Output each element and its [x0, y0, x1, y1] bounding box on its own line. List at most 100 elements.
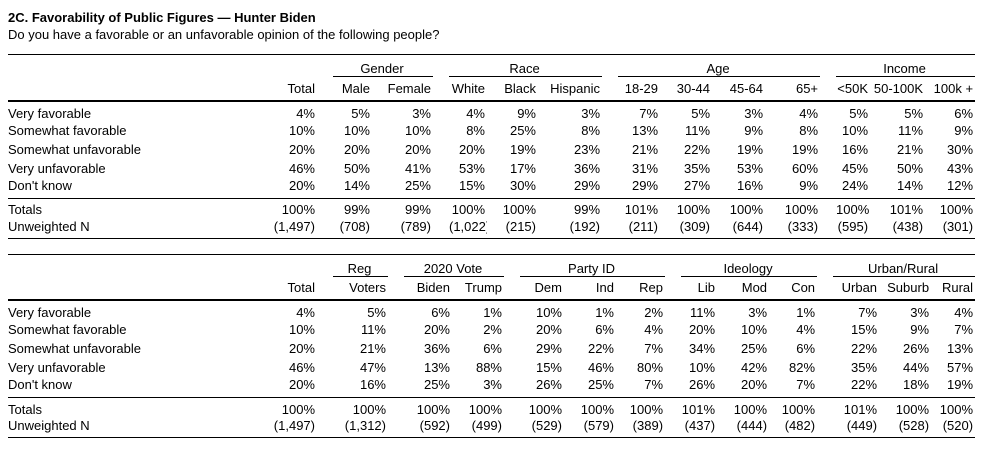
data-cell: 11%: [689, 305, 716, 320]
data-cell: 1%: [595, 305, 614, 320]
data-cell: 29%: [573, 177, 601, 193]
data-cell: 7%: [639, 105, 659, 121]
summary-cell: (592): [419, 418, 450, 434]
data-cell: 13%: [631, 122, 659, 138]
data-cell: 10%: [741, 322, 768, 337]
data-cell: 30%: [947, 141, 974, 157]
summary-cell: (444): [736, 418, 768, 434]
summary-cell: 100%: [333, 397, 388, 418]
data-cell: 4%: [954, 305, 974, 320]
group-gap-spacer: [433, 159, 449, 178]
group-gap-spacer: [317, 377, 333, 398]
data-cell: 36%: [573, 160, 601, 176]
table-row: Totals 100% 99% 99% 100% 100% 99% 101% 100% 100% 1…: [8, 197, 976, 218]
group-gap-spacer: [602, 218, 618, 238]
data-cell: 20%: [423, 322, 450, 337]
column-header: Voters: [333, 276, 388, 301]
summary-cell: 101%: [870, 197, 926, 218]
group-gap-spacer: [388, 418, 404, 438]
data-cell: 17%: [509, 160, 536, 176]
column-header: 100k +: [925, 76, 976, 102]
table-row: Somewhat favorable 10% 10% 10% 8% 25% 8% 13% 11%…: [8, 121, 975, 140]
data-cell: 20%: [458, 141, 485, 157]
group-gap-spacer: [433, 76, 449, 102]
data-cell: 7%: [954, 322, 974, 337]
summary-cell: 100%: [931, 397, 976, 418]
row-label: Don't know: [8, 177, 72, 193]
group-gap-spacer: [602, 178, 618, 199]
group-gap-spacer: [665, 397, 682, 418]
data-cell: 20%: [689, 322, 716, 337]
data-cell: 22%: [851, 377, 878, 392]
data-cell: 8%: [466, 122, 485, 138]
table-row: Very favorable 4% 5% 3% 4% 9% 3% 7% 5% 3% 4% 5% 5% 6%: [8, 101, 975, 121]
data-cell: 13%: [423, 360, 450, 375]
summary-row-label: Totals: [8, 397, 258, 418]
summary-cell: 101%: [681, 397, 718, 418]
data-cell: 15%: [851, 322, 878, 337]
column-header: 50-100K: [870, 76, 926, 102]
data-cell: 11%: [360, 322, 386, 337]
group-gap-spacer: [317, 197, 333, 218]
data-cell: 3%: [744, 105, 764, 121]
group-gap-spacer: [820, 218, 836, 238]
data-cell: 7%: [644, 341, 664, 356]
data-cell: 41%: [404, 160, 431, 176]
group-gap-spacer: [433, 55, 449, 77]
data-cell: 57%: [947, 360, 974, 375]
group-gap-spacer: [317, 55, 333, 77]
data-cell: 9%: [910, 322, 930, 337]
data-cell: 25%: [423, 377, 450, 392]
row-label-header: [8, 276, 258, 301]
group-header: 2020 Vote: [404, 254, 504, 277]
summary-cell: (211): [628, 218, 659, 234]
column-header: Ind: [564, 276, 616, 301]
data-cell: 8%: [799, 122, 819, 138]
summary-cell: 100%: [487, 197, 538, 218]
data-cell: 3%: [581, 105, 601, 121]
row-label: Somewhat favorable: [8, 322, 127, 337]
group-gap-spacer: [602, 140, 618, 159]
data-cell: 60%: [792, 160, 819, 176]
summary-cell: 100%: [717, 397, 770, 418]
group-gap-spacer: [504, 276, 520, 301]
data-cell: 12%: [947, 177, 974, 193]
summary-cell: (528): [898, 418, 930, 434]
column-header: Biden: [404, 276, 452, 301]
group-gap-spacer: [602, 121, 618, 140]
group-gap-spacer: [820, 197, 837, 218]
data-cell: 20%: [288, 341, 315, 356]
summary-cell: 100%: [925, 197, 976, 218]
group-header: Income: [836, 54, 976, 77]
summary-cell: (595): [837, 218, 869, 234]
data-cell: 10%: [535, 305, 562, 320]
group-gap-spacer: [317, 418, 333, 438]
table-row: Unweighted N (1,497) (1,312) (592) (499) (529…: [8, 418, 975, 438]
data-cell: 46%: [288, 360, 315, 375]
summary-cell: (309): [679, 218, 711, 234]
data-cell: 13%: [947, 341, 974, 356]
group-gap-spacer: [817, 397, 834, 418]
column-header-total: Total: [258, 76, 317, 102]
group-gap-spacer: [817, 276, 834, 301]
group-gap-spacer: [820, 178, 836, 199]
data-cell: 20%: [404, 141, 431, 157]
group-gap-spacer: [820, 121, 836, 140]
data-cell: 8%: [581, 122, 601, 138]
group-gap-spacer: [504, 320, 520, 339]
data-cell: 26%: [689, 377, 716, 392]
group-gap-spacer: [665, 276, 682, 301]
data-cell: 2%: [483, 322, 502, 337]
summary-cell: (644): [732, 218, 764, 234]
group-gap-spacer: [817, 320, 833, 339]
summary-cell: (215): [505, 218, 536, 234]
group-gap-spacer: [388, 377, 404, 398]
group-gap-spacer: [317, 218, 333, 238]
data-cell: 21%: [897, 141, 924, 157]
summary-cell: 100%: [836, 197, 871, 218]
column-header: 45-64: [712, 76, 766, 102]
data-cell: 4%: [796, 322, 816, 337]
group-gap-spacer: [317, 397, 333, 418]
group-gap-spacer: [602, 197, 619, 218]
page-title: 2C. Favorability of Public Figures — Hun…: [8, 10, 316, 25]
